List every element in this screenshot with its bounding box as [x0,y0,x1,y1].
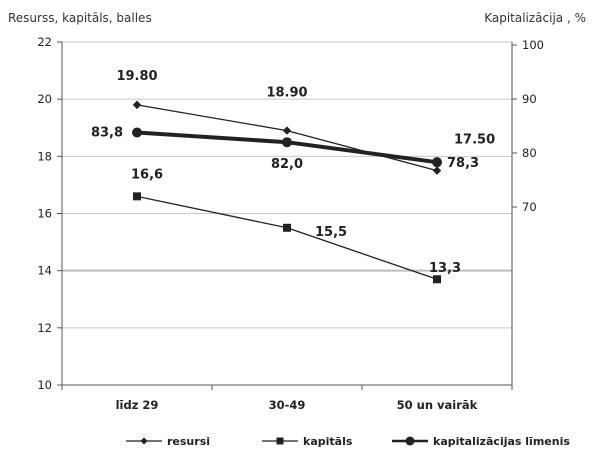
legend-label: resursi [167,435,210,448]
data-label: 15,5 [315,225,347,240]
data-point [282,137,292,148]
legend-marker [276,437,284,445]
left-axis-ticks: 10 12 14 16 18 20 22 [37,35,62,392]
data-label: 16,6 [131,167,163,182]
right-axis-title: Kapitalizācija , % [484,11,586,25]
right-tick-label: 80 [522,146,537,160]
category-axis: līdz 29 30-49 50 un vairāk [116,398,478,412]
left-tick-label: 20 [37,92,52,106]
data-point [432,166,442,175]
left-tick-label: 16 [37,207,52,221]
data-point [282,126,292,135]
category-label: līdz 29 [116,398,159,412]
left-axis-title: Resurss, kapitāls, balles [8,11,152,25]
data-label: 78,3 [447,156,479,171]
right-tick-label: 70 [522,200,537,214]
data-point [432,157,442,168]
legend-marker [405,436,415,446]
data-label: 83,8 [91,125,123,140]
series-line-2 [136,195,438,280]
right-tick-label: 100 [522,38,544,52]
data-labels: 19.80 18.90 17.50 16,6 15,5 13,3 83,8 82,0 78,3 [91,69,495,276]
left-tick-label: 10 [37,378,52,392]
category-label: 50 un vairāk [397,398,478,412]
data-label: 19.80 [116,69,157,84]
data-point [433,275,441,284]
legend-label: kapitāls [303,435,353,448]
left-tick-label: 14 [37,264,52,278]
legend-label: kapitalizācijas līmenis [433,435,570,448]
data-label: 13,3 [429,261,461,276]
category-label: 30-49 [269,398,306,412]
right-tick-label: 90 [522,92,537,106]
data-point [132,127,142,138]
data-label: 18.90 [266,86,307,101]
data-point [132,100,142,110]
data-label: 17.50 [454,133,495,148]
right-axis-ticks: 70 80 90 100 [512,38,544,214]
gridlines [62,41,512,329]
left-tick-label: 12 [37,321,52,335]
data-point [133,192,141,201]
legend: resursi kapitāls kapitalizācijas līmenis [126,435,570,448]
left-tick-label: 18 [37,149,52,163]
legend-marker [140,437,148,445]
series-lines [132,100,442,284]
data-label: 82,0 [271,157,303,172]
data-point [283,223,291,232]
left-tick-label: 22 [37,35,52,49]
